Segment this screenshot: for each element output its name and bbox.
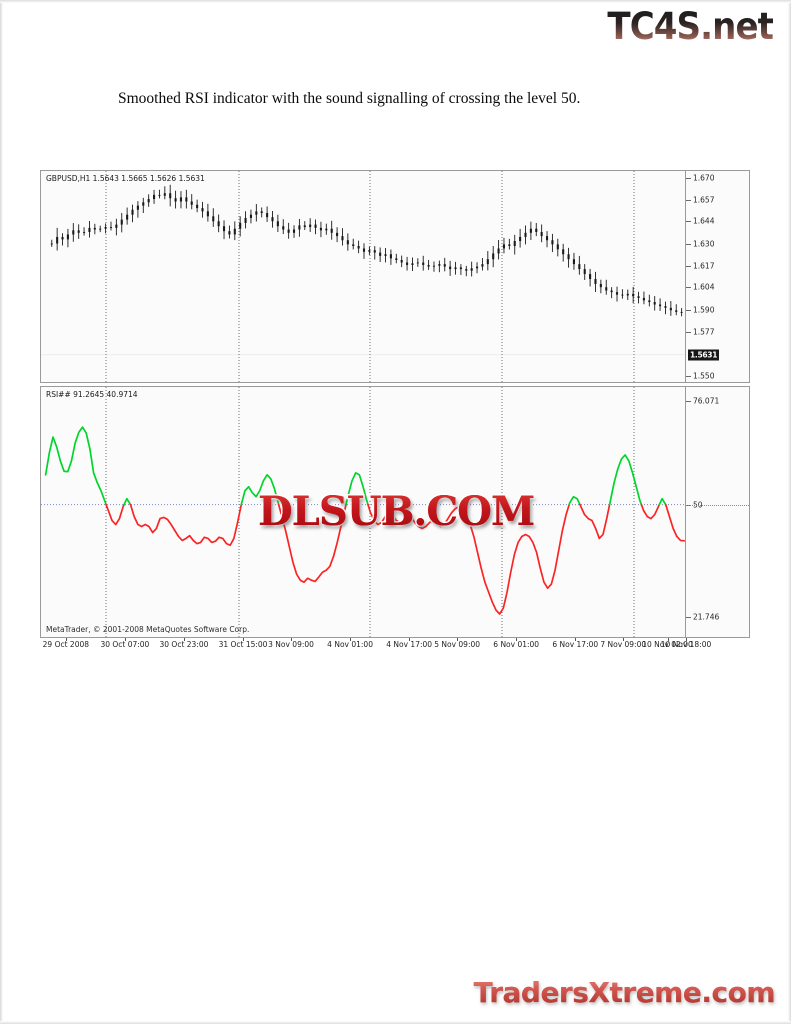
time-axis-label: 5 Nov 09:00 (434, 640, 481, 649)
metatrader-credit: MetaTrader, © 2001-2008 MetaQuotes Softw… (46, 625, 250, 634)
time-axis-label: 29 Oct 2008 (42, 640, 90, 649)
price-candlestick-svg (41, 171, 687, 382)
site-logo-tradersxtreme-stroke: TradersXtreme.com (472, 975, 777, 1011)
time-axis-label: 3 Nov 09:00 (268, 640, 314, 649)
rsi-axis-label: 76.071 (693, 396, 720, 406)
time-axis-tick (409, 638, 411, 641)
price-axis-label: 1.644 (693, 216, 715, 226)
price-axis-tick (686, 265, 691, 267)
time-axis-label: 31 Oct 15:00 (218, 640, 268, 649)
time-axis-label: 4 Nov 01:00 (327, 640, 373, 649)
time-axis-tick (124, 638, 126, 641)
price-y-axis: 1.670 1.657 1.644 1.630 1.617 1.604 1.590 1.577… (685, 171, 749, 382)
page-edge-top (0, 0, 791, 3)
price-axis-label: 1.604 (693, 282, 715, 292)
price-pane-title: GBPUSD,H1 1.5643 1.5665 1.5626 1.5631 (46, 174, 205, 183)
metatrader-chart: GBPUSD,H1 1.5643 1.5665 1.5626 1.5631 1.… (40, 170, 750, 638)
price-axis-tick (686, 178, 691, 180)
time-axis: 29 Oct 2008 30 Oct 07:00 30 Oct 23:00 31 Oc… (40, 638, 750, 652)
time-axis-label: 7 Nov 09:00 (600, 640, 647, 649)
price-pane: GBPUSD,H1 1.5643 1.5665 1.5626 1.5631 1.… (40, 170, 750, 383)
time-axis-label: 4 Nov 17:00 (386, 640, 433, 649)
price-axis-label: 1.617 (693, 261, 715, 271)
time-axis-label: 10 Nov 02:00 (642, 640, 693, 649)
time-axis-tick (623, 638, 625, 641)
price-plot-area (41, 171, 687, 382)
time-axis-tick (516, 638, 518, 641)
rsi-axis-tick (686, 401, 691, 402)
time-axis-tick (575, 638, 577, 641)
price-axis-label: 1.630 (693, 239, 715, 249)
current-price-label: 1.5631 (688, 349, 720, 361)
price-axis-tick (686, 331, 691, 333)
rsi-level-line-gutter (686, 504, 749, 506)
time-axis-tick (350, 638, 352, 641)
time-axis-label: 6 Nov 01:00 (493, 640, 540, 649)
price-axis-tick (686, 287, 691, 289)
time-axis-tick (686, 638, 687, 641)
price-axis-tick (686, 376, 691, 378)
page-edge-right (788, 0, 791, 1024)
time-axis-tick (291, 638, 293, 641)
rsi-pane: RSI## 91.2645 40.9714 MetaTrader, © 2001… (40, 386, 750, 638)
rsi-axis-tick (686, 617, 691, 618)
rsi-line-svg (41, 387, 687, 637)
time-axis-label: 6 Nov 17:00 (552, 640, 599, 649)
time-axis-tick (667, 638, 669, 641)
price-axis-label: 1.670 (693, 173, 715, 183)
price-axis-label: 1.577 (693, 327, 715, 337)
price-axis-tick (686, 221, 691, 223)
time-axis-tick (65, 638, 67, 641)
price-axis-label: 1.550 (693, 371, 715, 381)
rsi-axis-label: 21.746 (693, 612, 720, 622)
price-axis-tick (686, 244, 691, 246)
price-axis-label: 1.590 (693, 305, 715, 315)
site-logo-tc4s: TC4S.net (607, 5, 773, 48)
page-edge-left (0, 0, 3, 1024)
time-axis-tick (183, 638, 185, 641)
price-axis-tick (686, 199, 691, 201)
price-axis-tick (686, 310, 691, 312)
watermark-dlsub: DLSUB.COM (256, 487, 536, 537)
price-axis-label: 1.657 (693, 195, 715, 205)
rsi-plot-area (41, 387, 687, 637)
rsi-y-axis: 76.071 50 21.746 (685, 387, 749, 637)
time-axis-label: 10 Nov 18:00 (660, 640, 712, 649)
time-axis-label: 30 Oct 23:00 (159, 640, 209, 649)
figure-caption: Smoothed RSI indicator with the sound si… (118, 90, 581, 107)
time-axis-tick (457, 638, 459, 641)
rsi-pane-title: RSI## 91.2645 40.9714 (46, 390, 138, 399)
page-edge-bottom (0, 1021, 791, 1024)
time-axis-tick (243, 638, 245, 641)
time-axis-label: 30 Oct 07:00 (100, 640, 150, 649)
